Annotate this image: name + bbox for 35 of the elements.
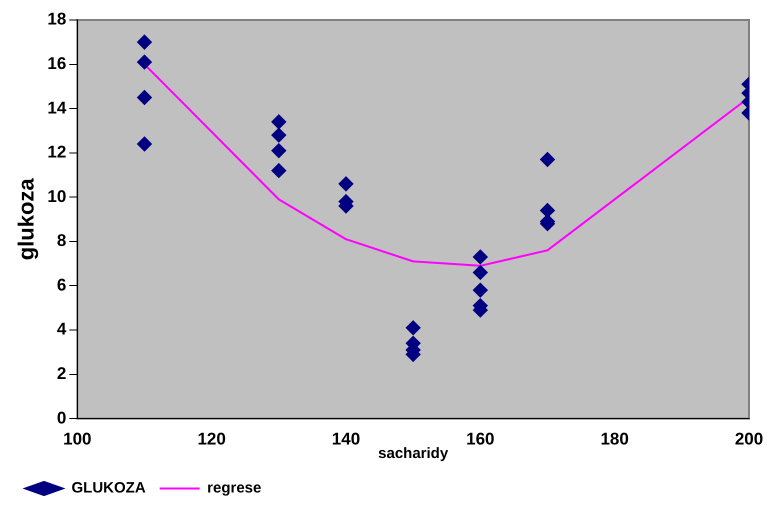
point <box>271 163 286 178</box>
y-tick-label: 18 <box>47 10 66 29</box>
y-tick-label: 10 <box>47 186 66 206</box>
x-axis-title: sacharidy <box>378 445 449 462</box>
x-tick-label: 160 <box>466 429 495 448</box>
point <box>472 264 488 280</box>
point <box>271 128 286 143</box>
point <box>406 320 421 336</box>
point <box>472 282 488 298</box>
point <box>338 176 354 192</box>
y-axis-title: glukoza <box>13 178 38 260</box>
point <box>136 34 152 50</box>
point <box>136 54 152 70</box>
point <box>472 249 488 264</box>
y-tick-label: 2 <box>56 364 66 383</box>
y-tick-label: 0 <box>56 408 66 428</box>
point <box>136 136 152 152</box>
y-tick-label: 14 <box>47 98 67 118</box>
y-tick-label: 16 <box>47 54 66 73</box>
y-tick-label: 8 <box>56 231 66 250</box>
x-tick-label: 100 <box>63 429 92 448</box>
x-tick-label: 180 <box>600 429 629 448</box>
point <box>271 143 286 158</box>
legend-label: regrese <box>207 480 262 497</box>
legend-label: GLUKOZA <box>72 480 146 497</box>
y-tick-label: 12 <box>47 142 66 162</box>
point <box>540 202 555 218</box>
y-tick-label: 6 <box>56 275 66 294</box>
point <box>271 114 286 130</box>
x-tick-label: 200 <box>734 429 764 448</box>
point <box>136 90 152 106</box>
x-tick-label: 120 <box>197 429 226 448</box>
point <box>540 152 555 168</box>
x-tick-label: 140 <box>332 429 360 448</box>
y-tick-label: 4 <box>56 320 67 339</box>
